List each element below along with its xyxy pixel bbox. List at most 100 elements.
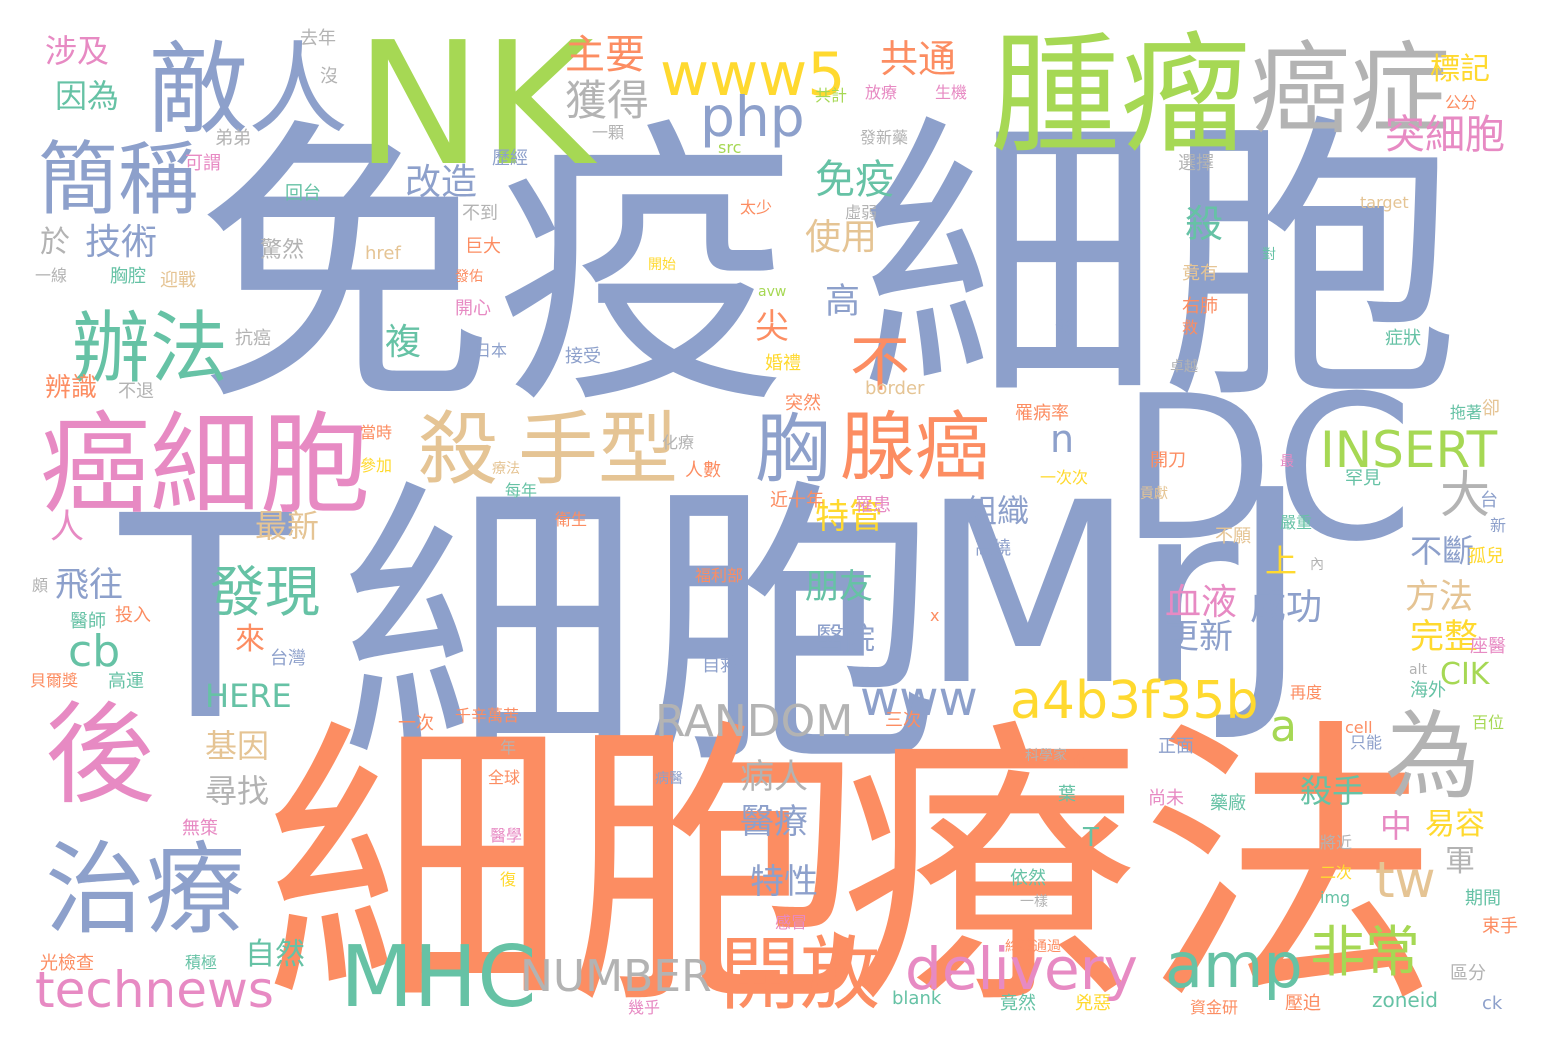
word: delivery [905, 935, 1138, 1003]
word: 台灣 [270, 648, 306, 669]
word: 期間 [1465, 888, 1501, 909]
word: 不願 [1215, 526, 1251, 547]
word: 病人 [740, 757, 808, 797]
word: DC [1120, 353, 1414, 586]
word: 復 [500, 870, 517, 889]
word: src [718, 138, 742, 157]
word: MHC [340, 928, 537, 1027]
word: T [1083, 823, 1099, 853]
word: 近十年 [770, 490, 824, 511]
word: 組織 [965, 492, 1030, 530]
word: href [365, 243, 401, 264]
word: 依然 [1010, 868, 1046, 889]
word: 療法 [492, 461, 520, 477]
word: 束手 [1482, 916, 1518, 937]
word: 涉及 [45, 32, 110, 70]
word: 巨大 [465, 236, 501, 257]
word: 救 [1182, 318, 1199, 337]
word: 一樣 [1020, 894, 1048, 910]
word: 自救 [702, 655, 738, 676]
word: 嚴重 [1280, 513, 1313, 532]
word: NK [355, 6, 594, 204]
word: 尋找 [205, 772, 270, 810]
word: 不斷 [1410, 532, 1475, 570]
word: 尖 [755, 307, 789, 347]
word: 基因 [205, 727, 270, 765]
word: 年 [500, 738, 517, 757]
word: 複 [385, 322, 422, 363]
word: 軍 [1445, 844, 1475, 879]
word: 發佑 [455, 269, 483, 285]
word: 發現 [210, 560, 321, 624]
word: 不退 [118, 381, 154, 402]
word: 突然 [785, 393, 821, 414]
word: 內 [1310, 557, 1324, 573]
word: technews [35, 961, 274, 1019]
word: 科學家 [1025, 748, 1067, 764]
word: INSERT [1320, 421, 1498, 479]
word: 太少 [740, 198, 773, 217]
word: 開心 [455, 298, 491, 319]
word: 化療 [662, 433, 695, 452]
word: 新 [1490, 516, 1507, 535]
word: 開始 [648, 257, 676, 273]
word: 區分 [1450, 963, 1486, 984]
word: 積極 [185, 953, 218, 972]
word: 敵人 [148, 31, 348, 148]
word: 共通 [880, 37, 957, 81]
word: 特性 [750, 862, 818, 902]
word: 千辛萬苦 [455, 706, 520, 725]
word: 突細胞 [1385, 112, 1505, 158]
word: 竟然 [1000, 993, 1036, 1014]
word: x [930, 606, 940, 625]
word: 參加 [360, 456, 393, 475]
word: 醫療 [740, 802, 808, 842]
word: 易容 [1425, 807, 1485, 842]
word: 放療 [865, 83, 898, 102]
word: 投入 [115, 605, 151, 626]
word: 後 [45, 691, 155, 819]
word: Mr [920, 449, 1239, 740]
word: HERE [205, 677, 292, 715]
word: 手型 [518, 403, 678, 496]
word: 驚然 [260, 238, 305, 263]
word: 癌細胞 [40, 401, 370, 529]
word: 完整 [1410, 617, 1478, 657]
word: 光檢查 [40, 953, 94, 974]
word: 胸腔 [110, 266, 146, 287]
word: CIK [1440, 657, 1490, 692]
word: 罹病率 [1015, 403, 1069, 424]
word: 症狀 [1385, 328, 1421, 349]
word: 共計 [815, 86, 848, 105]
word: 罹患 [855, 495, 891, 516]
word: 生機 [935, 83, 968, 102]
word: 不 [850, 330, 910, 400]
word: 公分 [1445, 93, 1478, 112]
word: 最 [1280, 454, 1294, 470]
word: php [700, 85, 805, 149]
word: a4b3f35b [1010, 671, 1259, 731]
word: 罕見 [1345, 468, 1381, 489]
word: 醫學 [490, 826, 523, 845]
word: 殺 [1185, 202, 1224, 246]
word: 辦法 [72, 304, 229, 394]
word: 可謂 [185, 153, 221, 174]
word: 於 [40, 225, 70, 260]
word: img [1320, 888, 1351, 907]
word: 高運 [108, 671, 144, 692]
word: 三次 [885, 710, 921, 731]
word: 非常 [1310, 920, 1421, 984]
word: 一命 [1058, 754, 1086, 770]
word: 癌症 [1250, 31, 1450, 148]
word: 人數 [685, 460, 721, 481]
word: 主要 [565, 32, 645, 78]
word: 病醫 [655, 771, 683, 787]
word: 來 [235, 622, 265, 657]
word: 衛生 [555, 510, 588, 529]
word: J [1230, 432, 1310, 747]
word: border [865, 378, 925, 399]
word: 日本 [475, 341, 508, 360]
word: blank [892, 988, 942, 1009]
word: 海外 [1410, 680, 1446, 701]
word: 細胞 [265, 695, 865, 1044]
